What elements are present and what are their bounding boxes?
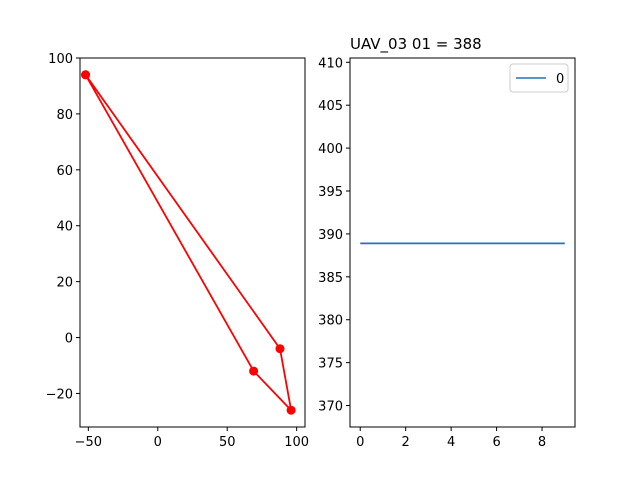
right-x-tick-label: 0 (356, 435, 364, 450)
right-y-tick-label: 395 (318, 185, 343, 200)
left-data-point (275, 344, 285, 354)
left-y-ticks: −20 0 20 40 60 80 100 (46, 52, 80, 402)
legend-label-series-0: 0 (556, 72, 564, 87)
left-axes: −50 0 50 100 −20 0 20 40 60 80 100 (46, 52, 310, 450)
right-y-tick-label: 380 (318, 314, 343, 329)
left-y-tick-label: 40 (56, 220, 73, 235)
legend: 0 (509, 63, 569, 93)
right-y-tick-label: 400 (318, 142, 343, 157)
left-y-tick-label: 0 (65, 332, 73, 347)
left-y-tick-label: 80 (56, 108, 73, 123)
right-y-tick-label: 375 (318, 357, 343, 372)
left-data-point (81, 70, 91, 80)
right-y-tick-label: 390 (318, 228, 343, 243)
left-x-ticks: −50 0 50 100 (75, 427, 309, 450)
right-y-tick-label: 385 (318, 271, 343, 286)
right-x-tick-label: 2 (402, 435, 410, 450)
left-y-tick-label: 20 (56, 276, 73, 291)
left-y-tick-label: 60 (56, 164, 73, 179)
right-y-ticks: 370 375 380 385 390 395 400 405 410 (318, 56, 350, 415)
right-y-tick-label: 370 (318, 400, 343, 415)
right-axes-frame (349, 57, 576, 428)
left-data-point (249, 366, 259, 376)
right-axes: UAV_03 01 = 388 0 2 4 6 8 370 375 380 385 390 395… (318, 35, 576, 450)
left-y-tick-label: −20 (46, 387, 73, 402)
left-x-tick-label: −50 (75, 435, 102, 450)
left-y-tick-label: 100 (48, 52, 73, 67)
left-x-tick-label: 0 (154, 435, 162, 450)
left-data-point (286, 405, 296, 415)
right-y-tick-label: 410 (318, 56, 343, 71)
left-x-tick-label: 100 (284, 435, 309, 450)
left-x-tick-label: 50 (219, 435, 236, 450)
right-x-tick-label: 8 (538, 435, 546, 450)
left-series-layer (81, 70, 296, 415)
right-x-ticks: 0 2 4 6 8 (356, 427, 546, 450)
right-x-tick-label: 4 (447, 435, 455, 450)
right-y-tick-label: 405 (318, 99, 343, 114)
left-axes-frame (79, 57, 306, 428)
right-chart-title: UAV_03 01 = 388 (350, 35, 482, 54)
right-x-tick-label: 6 (492, 435, 500, 450)
